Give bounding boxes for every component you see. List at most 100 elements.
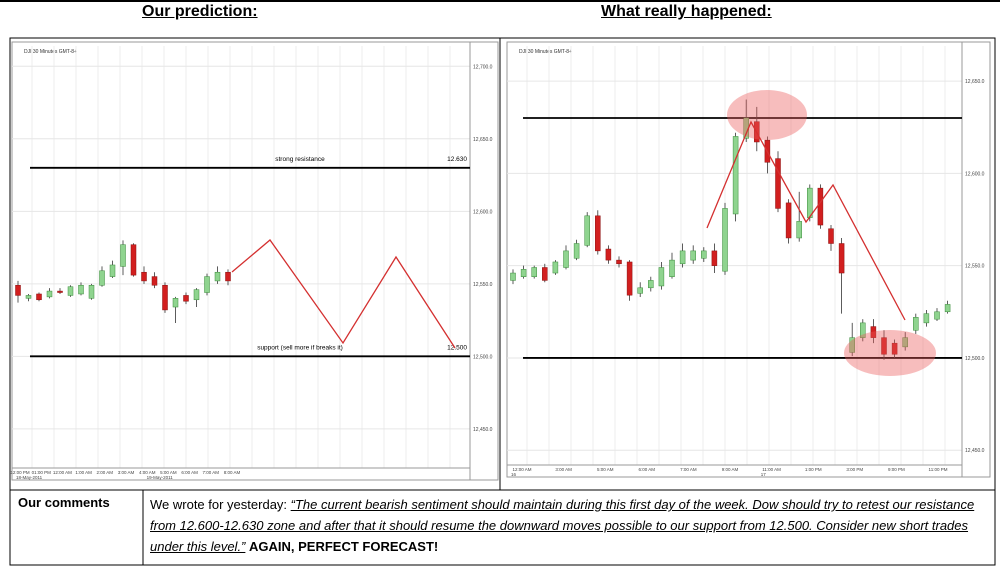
x-tick-label: 1:00 AM	[75, 470, 92, 475]
candle-body	[701, 250, 707, 259]
candle-body	[130, 244, 137, 276]
date-label: 17	[761, 472, 767, 477]
candle-body	[870, 326, 877, 338]
actual-chart: DJI 30 Minutes GMT-8+ 12,650.0 12,600.0 12,…	[506, 41, 991, 478]
candle-body	[732, 136, 739, 215]
candle-body	[552, 261, 559, 274]
candle-body	[214, 271, 221, 282]
y-tick-label: 12,650.0	[473, 137, 493, 143]
candle-body	[573, 243, 580, 259]
candle-body	[520, 269, 527, 277]
candle-body	[775, 158, 781, 209]
date-label: 16	[511, 472, 517, 477]
prediction-chart: DJI 30 Minutes GMT-8+ 12,700.0 12,650.0 12,…	[10, 41, 499, 481]
y-tick-label: 12,450.0	[473, 427, 493, 433]
candle-body	[46, 290, 53, 298]
candle-body	[151, 276, 158, 286]
candle-body	[172, 298, 179, 308]
x-tick-label: 3:00 AM	[555, 467, 572, 472]
candle-body	[690, 250, 696, 261]
candle-body	[796, 221, 802, 239]
candle-body	[15, 285, 21, 296]
candle-body	[934, 311, 940, 320]
candle-body	[616, 259, 622, 265]
date-label: 19-May-2011	[147, 475, 174, 480]
x-tick-label: 1:00 PM	[805, 467, 822, 472]
candle-body	[595, 215, 601, 252]
x-tick-label: 12:00 AM	[512, 467, 531, 472]
x-tick-label: 3:00 PM	[846, 467, 863, 472]
candle-body	[225, 271, 231, 282]
candle-body	[109, 264, 116, 277]
predicted-path	[231, 239, 456, 349]
x-tick-label: 7:00 AM	[203, 470, 220, 475]
candle-body	[669, 259, 675, 277]
candle-body	[637, 287, 643, 294]
candle-body	[78, 285, 84, 295]
x-tick-label: 11:00 AM	[762, 467, 781, 472]
chart-title: DJI 30 Minutes GMT-8+	[519, 49, 572, 55]
candle-body	[605, 248, 612, 261]
y-tick-label: 12,600.0	[473, 209, 493, 215]
comments-text: We wrote for yesterday: “The current bea…	[150, 494, 980, 557]
x-tick-label: 2:00 AM	[97, 470, 114, 475]
y-tick-label: 12,500.0	[473, 354, 493, 360]
candle-body	[807, 187, 813, 218]
plot-area	[506, 41, 991, 478]
candle-body	[531, 267, 537, 277]
candle-body	[828, 228, 834, 244]
comments-label: Our comments	[18, 495, 110, 510]
candle-body	[860, 322, 866, 338]
left-heading: Our prediction:	[142, 3, 258, 20]
x-tick-label: 6:00 AM	[639, 467, 656, 472]
candle-body	[162, 285, 168, 311]
frame	[9, 37, 996, 566]
candle-body	[204, 276, 210, 293]
x-tick-label: 12:00 PM	[10, 470, 30, 475]
candle-body	[679, 250, 686, 265]
candle-body	[141, 271, 147, 282]
actual-path	[706, 120, 906, 321]
x-tick-label: 8:00 AM	[224, 470, 241, 475]
y-tick-label: 12,500.0	[965, 356, 985, 362]
x-tick-label: 6:00 AM	[181, 470, 198, 475]
comments-quote: “The current bearish sentiment should ma…	[150, 497, 975, 554]
level-label: support (sell more if breaks it)	[257, 344, 343, 351]
candle-body	[193, 289, 200, 301]
highlight	[844, 330, 936, 376]
candle-body	[923, 313, 930, 324]
y-tick-label: 12,450.0	[965, 448, 985, 454]
right-heading: What really happened:	[601, 3, 772, 20]
candle-body	[67, 286, 74, 296]
candle-body	[57, 290, 63, 293]
x-tick-label: 11:00 PM	[929, 467, 948, 472]
level-value-label: 12.630	[447, 156, 467, 163]
candle-body	[120, 244, 126, 267]
candle-body	[891, 342, 898, 355]
candle-body	[838, 243, 845, 274]
candle-body	[881, 337, 887, 355]
candle-body	[626, 261, 633, 296]
candle-body	[99, 270, 105, 286]
top-rule	[0, 0, 1000, 2]
x-tick-label: 7:00 AM	[680, 467, 697, 472]
candle-body	[902, 337, 908, 348]
highlight	[727, 90, 807, 140]
candle-body	[584, 215, 590, 246]
comments-lead: We wrote for yesterday:	[150, 497, 291, 512]
candle-body	[913, 317, 919, 331]
candle-body	[711, 250, 718, 266]
chart-title: DJI 30 Minutes GMT-8+	[24, 49, 77, 55]
candle-body	[944, 304, 951, 313]
y-tick-label: 12,650.0	[965, 79, 985, 85]
x-tick-label: 9:00 PM	[888, 467, 905, 472]
x-tick-label: 4:00 AM	[139, 470, 156, 475]
candle-body	[785, 202, 792, 239]
x-tick-label: 12:00 AM	[53, 470, 72, 475]
x-tick-label: 01:00 PM	[32, 470, 52, 475]
candle-body	[817, 187, 824, 226]
level-value-label: 12.500	[447, 344, 467, 351]
candle-body	[849, 337, 855, 353]
